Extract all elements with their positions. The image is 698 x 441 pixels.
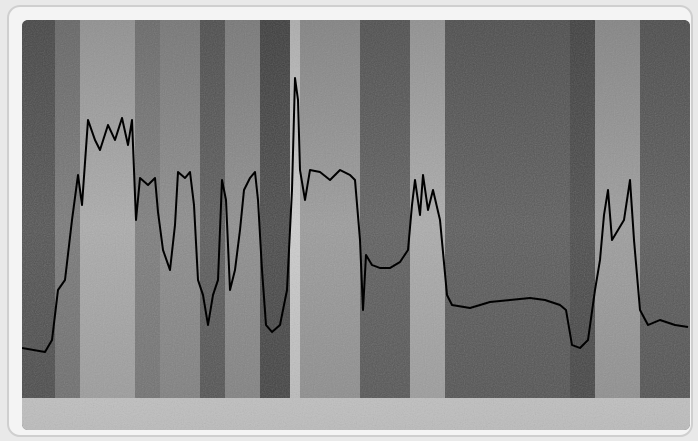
profile-line xyxy=(22,77,689,353)
shade xyxy=(22,20,690,430)
image xyxy=(22,20,690,430)
